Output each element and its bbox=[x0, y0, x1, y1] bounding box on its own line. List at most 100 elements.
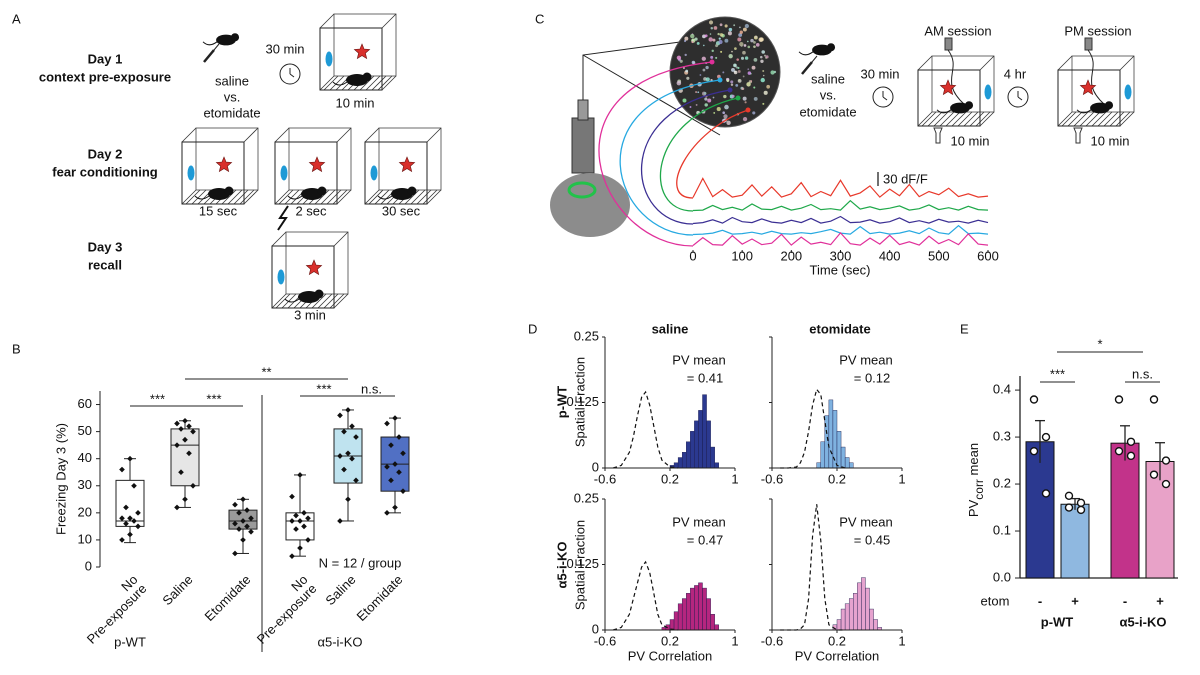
chamber-edge bbox=[979, 55, 995, 71]
point bbox=[248, 515, 254, 522]
null-distribution bbox=[612, 390, 679, 469]
floor-hatch bbox=[416, 189, 432, 205]
floor-hatch bbox=[314, 189, 330, 205]
clock-hand bbox=[289, 73, 295, 78]
cell bbox=[724, 24, 728, 28]
x-tick-label: 1 bbox=[731, 633, 738, 648]
point bbox=[1114, 446, 1124, 456]
point bbox=[305, 537, 311, 543]
annotation: PV mean bbox=[672, 352, 725, 367]
y-axis-label: Spatial Fraction bbox=[572, 520, 587, 610]
x-tick-label: 600 bbox=[977, 248, 999, 263]
floor-hatch bbox=[945, 111, 961, 127]
histogram-bar bbox=[690, 587, 695, 631]
mouse-tail bbox=[798, 51, 814, 56]
x-tick-label: + bbox=[1156, 593, 1164, 608]
treatment-label: saline bbox=[215, 73, 249, 88]
significance-label: n.s. bbox=[1132, 366, 1153, 381]
delay-label: 30 min bbox=[265, 41, 304, 56]
x-tick-label: 1 bbox=[898, 471, 905, 486]
null-distribution bbox=[780, 388, 846, 469]
point bbox=[384, 510, 390, 516]
annotation: PV mean bbox=[839, 352, 892, 367]
delay-label: 30 min bbox=[860, 66, 899, 81]
floor-hatch bbox=[332, 189, 348, 205]
chamber-front bbox=[271, 245, 335, 309]
cell bbox=[763, 90, 768, 95]
y-label-sub: corr bbox=[972, 479, 986, 500]
trace bbox=[692, 177, 989, 198]
cell bbox=[708, 20, 714, 25]
y-tick-label: 0.0 bbox=[993, 569, 1011, 584]
point bbox=[301, 510, 307, 516]
chamber-edge bbox=[319, 13, 335, 29]
y-tick-label: 60 bbox=[78, 396, 92, 411]
mouse-tail bbox=[377, 195, 393, 200]
point bbox=[131, 482, 137, 489]
floor-hatch bbox=[939, 111, 955, 127]
cell bbox=[703, 91, 707, 95]
floor-hatch bbox=[1097, 111, 1113, 127]
cell bbox=[705, 77, 710, 82]
floor-hatch bbox=[221, 189, 237, 205]
point bbox=[396, 434, 402, 440]
histogram-bar bbox=[816, 462, 821, 469]
cell bbox=[750, 80, 753, 82]
chamber-edge bbox=[1119, 55, 1135, 71]
chamber-edge bbox=[1057, 111, 1073, 127]
cell bbox=[741, 87, 745, 91]
y-tick-label: 0 bbox=[592, 621, 599, 636]
floor-hatch bbox=[281, 293, 297, 309]
panel-label: A bbox=[12, 11, 21, 26]
annotation-value: = 0.45 bbox=[854, 532, 891, 547]
floor-hatch bbox=[284, 189, 300, 205]
mouse-body bbox=[1090, 102, 1110, 114]
histogram-bar bbox=[710, 446, 715, 469]
cell-marker bbox=[709, 59, 715, 65]
chamber-edge bbox=[1119, 111, 1135, 127]
cell bbox=[720, 50, 723, 53]
row-label: α5-i-KO bbox=[554, 542, 569, 589]
cell bbox=[676, 55, 682, 60]
session-label: PM session bbox=[1064, 23, 1131, 38]
floor-hatch bbox=[278, 189, 294, 205]
floor-hatch bbox=[227, 189, 243, 205]
cell bbox=[747, 40, 749, 43]
point bbox=[127, 455, 133, 462]
floor-hatch bbox=[1079, 111, 1095, 127]
mouse-tail bbox=[332, 81, 348, 86]
cell bbox=[682, 66, 685, 69]
floor-hatch bbox=[374, 189, 390, 205]
cell bbox=[734, 47, 737, 50]
point bbox=[337, 412, 343, 419]
chamber-front bbox=[274, 141, 338, 205]
cell-link bbox=[676, 109, 749, 199]
cell bbox=[742, 50, 746, 55]
x-tick-label: -0.6 bbox=[594, 633, 616, 648]
floor-hatch bbox=[1115, 111, 1131, 127]
cell bbox=[717, 32, 720, 36]
cell bbox=[742, 75, 745, 78]
point bbox=[353, 477, 359, 484]
x-tick-label: 200 bbox=[780, 248, 802, 263]
cell bbox=[744, 56, 749, 60]
group-label: α5-i-KO bbox=[1120, 614, 1167, 629]
cell bbox=[731, 67, 735, 72]
cell bbox=[755, 35, 758, 39]
cell bbox=[728, 27, 733, 32]
star bbox=[215, 156, 233, 173]
point bbox=[392, 504, 398, 511]
wall-cue bbox=[370, 165, 378, 181]
histogram-bar bbox=[673, 462, 679, 469]
box bbox=[285, 512, 315, 541]
point bbox=[345, 407, 351, 413]
cell bbox=[738, 79, 741, 81]
needle bbox=[811, 55, 818, 63]
y-label-rest: mean bbox=[966, 443, 981, 479]
point bbox=[1126, 451, 1136, 461]
point bbox=[1076, 505, 1086, 515]
point bbox=[135, 523, 141, 530]
mouse-tail bbox=[936, 109, 952, 114]
floor-hatch bbox=[410, 189, 426, 205]
cell bbox=[696, 41, 700, 45]
